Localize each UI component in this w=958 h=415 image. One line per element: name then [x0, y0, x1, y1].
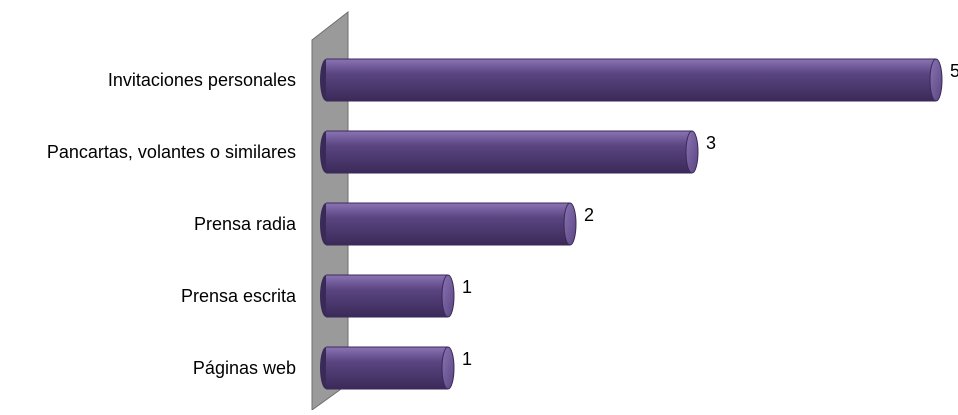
bar-right-cap	[441, 346, 455, 390]
bar-right-cap	[685, 130, 699, 174]
bar-2	[320, 130, 699, 174]
bar-right-cap	[441, 274, 455, 318]
bar-body	[326, 59, 936, 101]
category-label: Páginas web	[193, 358, 296, 378]
category-label: Pancartas, volantes o similares	[47, 142, 296, 162]
bar-4	[320, 274, 455, 318]
value-label: 1	[462, 349, 472, 369]
bar-3	[320, 202, 577, 246]
bar-body	[326, 275, 448, 317]
value-labels: 5 3 2 1 1	[462, 61, 958, 369]
bars	[320, 58, 943, 390]
value-label: 5	[950, 61, 958, 81]
category-label: Invitaciones personales	[108, 70, 296, 90]
bar-body	[326, 347, 448, 389]
bar-body	[326, 203, 570, 245]
bar-body	[326, 131, 692, 173]
category-labels: Invitaciones personales Pancartas, volant…	[47, 70, 297, 378]
bar-right-cap	[563, 202, 577, 246]
bar-1	[320, 58, 943, 102]
value-label: 2	[584, 205, 594, 225]
bar-5	[320, 346, 455, 390]
value-label: 1	[462, 277, 472, 297]
category-label: Prensa radia	[194, 214, 297, 234]
bar-right-cap	[929, 58, 943, 102]
value-label: 3	[706, 133, 716, 153]
category-label: Prensa escrita	[181, 286, 297, 306]
